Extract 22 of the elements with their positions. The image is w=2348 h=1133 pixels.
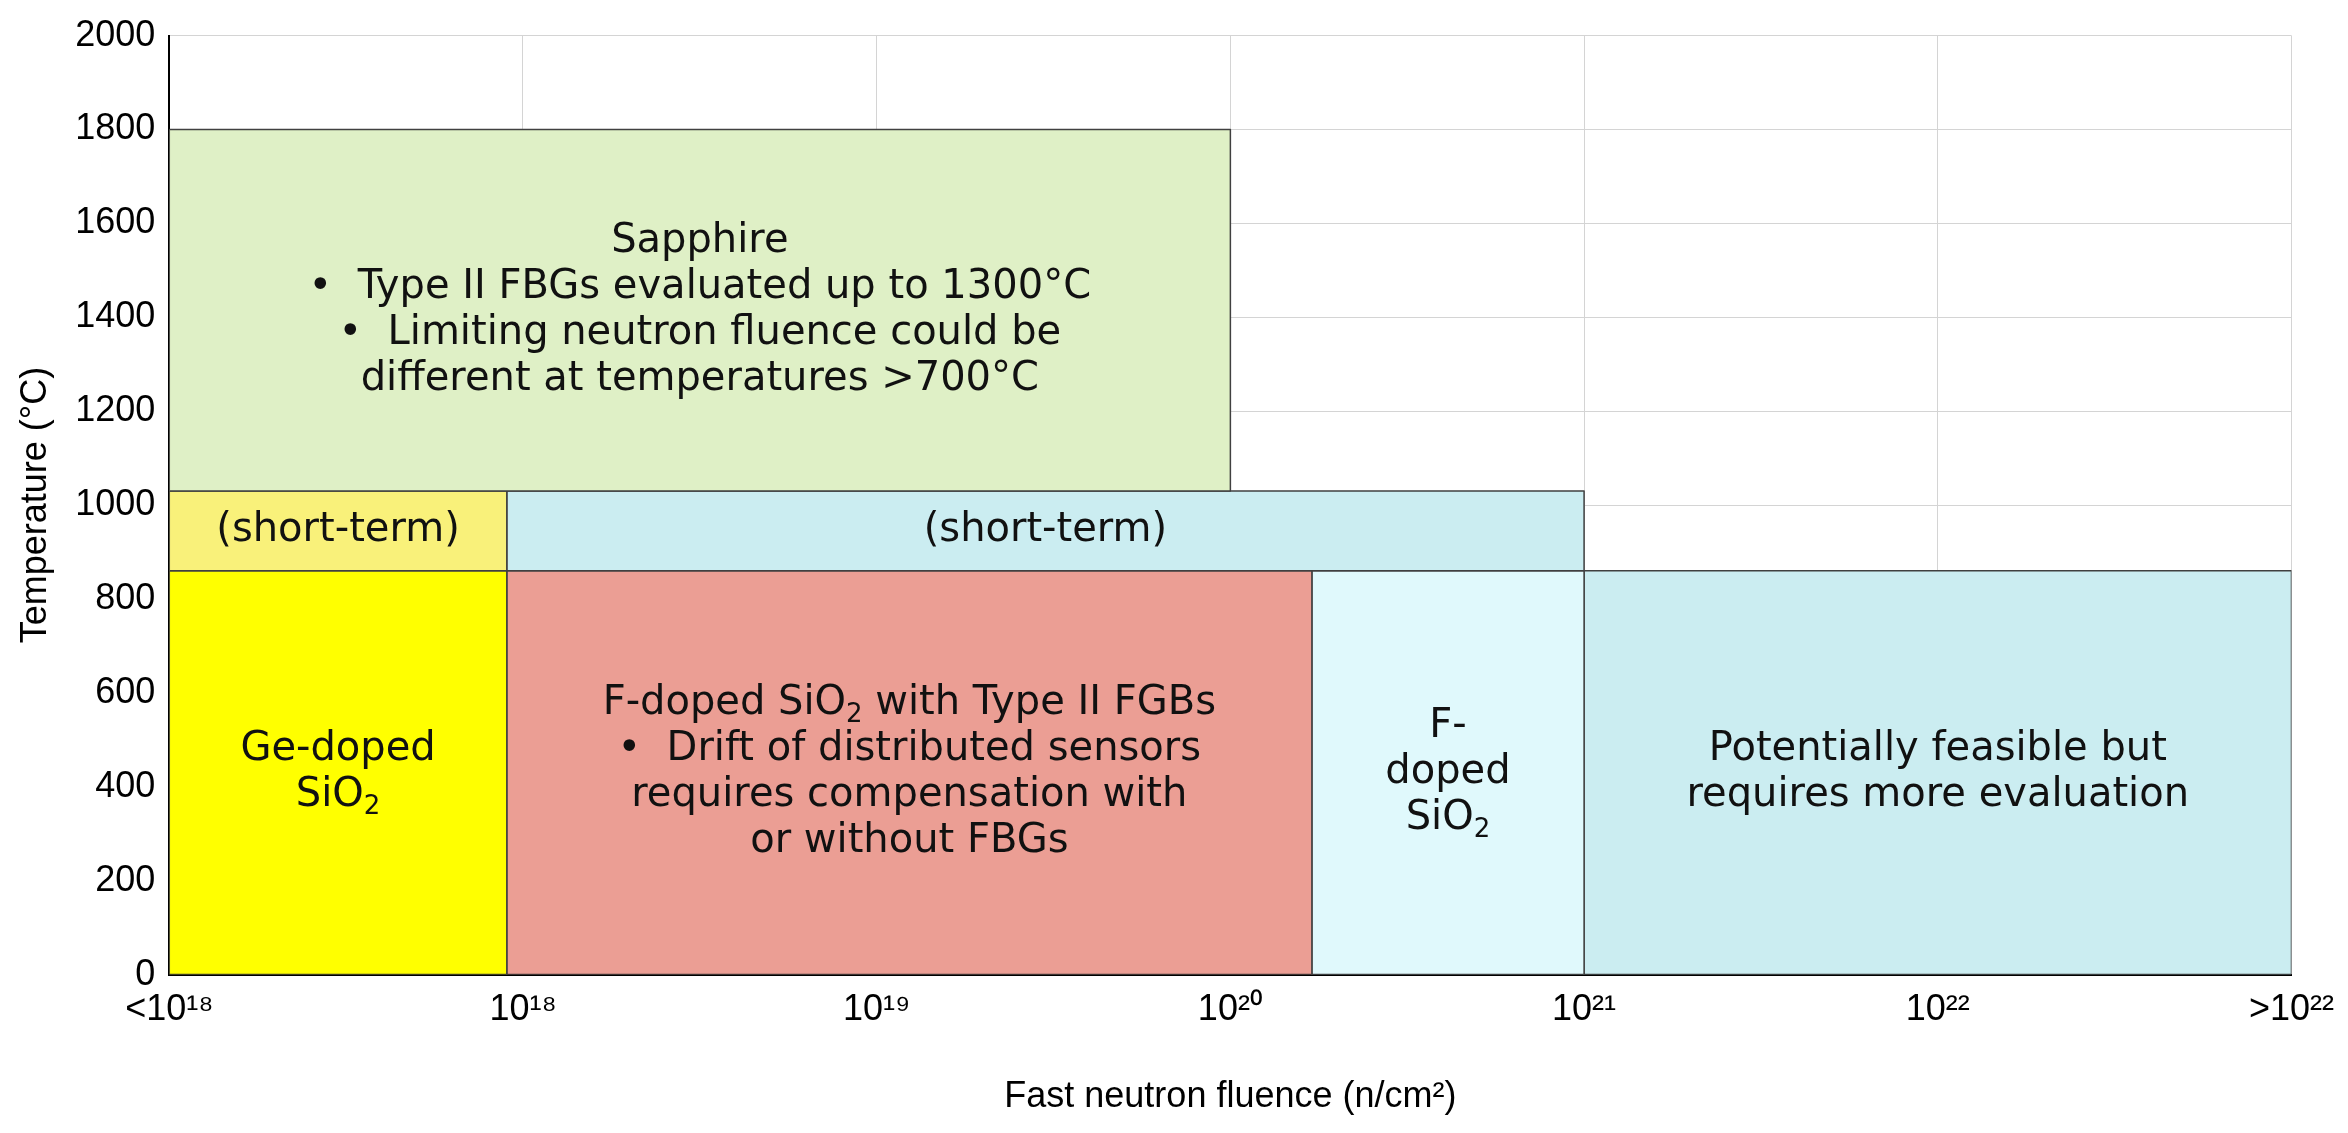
series-label: (short-term) [923, 504, 1168, 551]
series-label: Potentially feasible but requires more evaluation [1686, 723, 2190, 816]
x-tick-label: >10²² [2248, 987, 2335, 1029]
y-tick-label: 1200 [75, 388, 156, 430]
y-tick-label: 400 [95, 763, 156, 805]
y-tick-label: 2000 [75, 12, 156, 54]
y-axis-title: Temperature (°C) [12, 366, 54, 644]
y-tick-label: 800 [95, 575, 156, 617]
x-tick-label: 10²¹ [1552, 987, 1617, 1029]
x-tick-label: 10¹⁸ [489, 987, 557, 1029]
y-tick-label: 1600 [75, 200, 156, 242]
x-tick-label: 10²⁰ [1197, 987, 1263, 1029]
y-tick-label: 600 [95, 669, 156, 711]
x-tick-label: 10¹⁹ [842, 987, 911, 1029]
y-tick-label: 200 [95, 857, 156, 899]
x-tick-label: 10²² [1905, 987, 1970, 1029]
y-tick-label: 1800 [75, 106, 156, 148]
series-label: Sapphire • Type II FBGs evaluated up to 1300°C • Limiting neutron fluence could be different at temperatures >700°C [308, 214, 1092, 399]
series-label: (short-term) [216, 504, 460, 551]
y-tick-label: 1000 [75, 482, 156, 524]
x-axis-title: Fast neutron fluence (n/cm²) [1004, 1074, 1457, 1116]
y-tick-label: 1400 [75, 294, 156, 336]
